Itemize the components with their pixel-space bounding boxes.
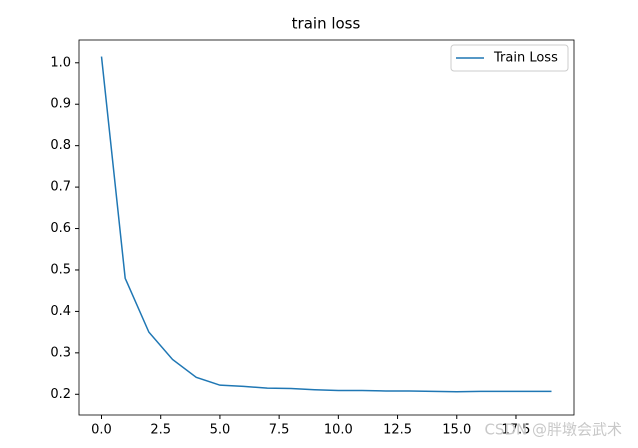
watermark: CSDN @胖墩会武术 — [484, 421, 622, 439]
y-tick-label: 0.2 — [50, 387, 71, 402]
x-tick-label: 15.0 — [442, 423, 471, 438]
axes-frame — [78, 39, 575, 416]
x-tick-label: 17.5 — [501, 423, 530, 438]
y-tick-label: 1.0 — [50, 55, 71, 70]
y-tick-label: 0.3 — [50, 345, 71, 360]
y-tick-label: 0.5 — [50, 262, 71, 277]
legend-box — [450, 44, 569, 72]
y-tick-label: 0.9 — [50, 97, 71, 112]
y-tick-label: 0.6 — [50, 221, 71, 236]
x-tick-label: 7.5 — [269, 423, 290, 438]
x-tick-label: 10.0 — [324, 423, 353, 438]
legend-label: Train Loss — [493, 51, 558, 66]
chart-title: train loss — [292, 15, 361, 33]
y-tick-label: 0.4 — [50, 304, 71, 319]
x-tick-label: 2.5 — [150, 423, 171, 438]
y-tick-label: 0.7 — [50, 180, 71, 195]
x-tick-label: 0.0 — [91, 423, 112, 438]
x-tick-label: 5.0 — [210, 423, 231, 438]
line — [100, 56, 552, 393]
x-tick-label: 12.5 — [383, 423, 412, 438]
y-tick-label: 0.8 — [50, 138, 71, 153]
